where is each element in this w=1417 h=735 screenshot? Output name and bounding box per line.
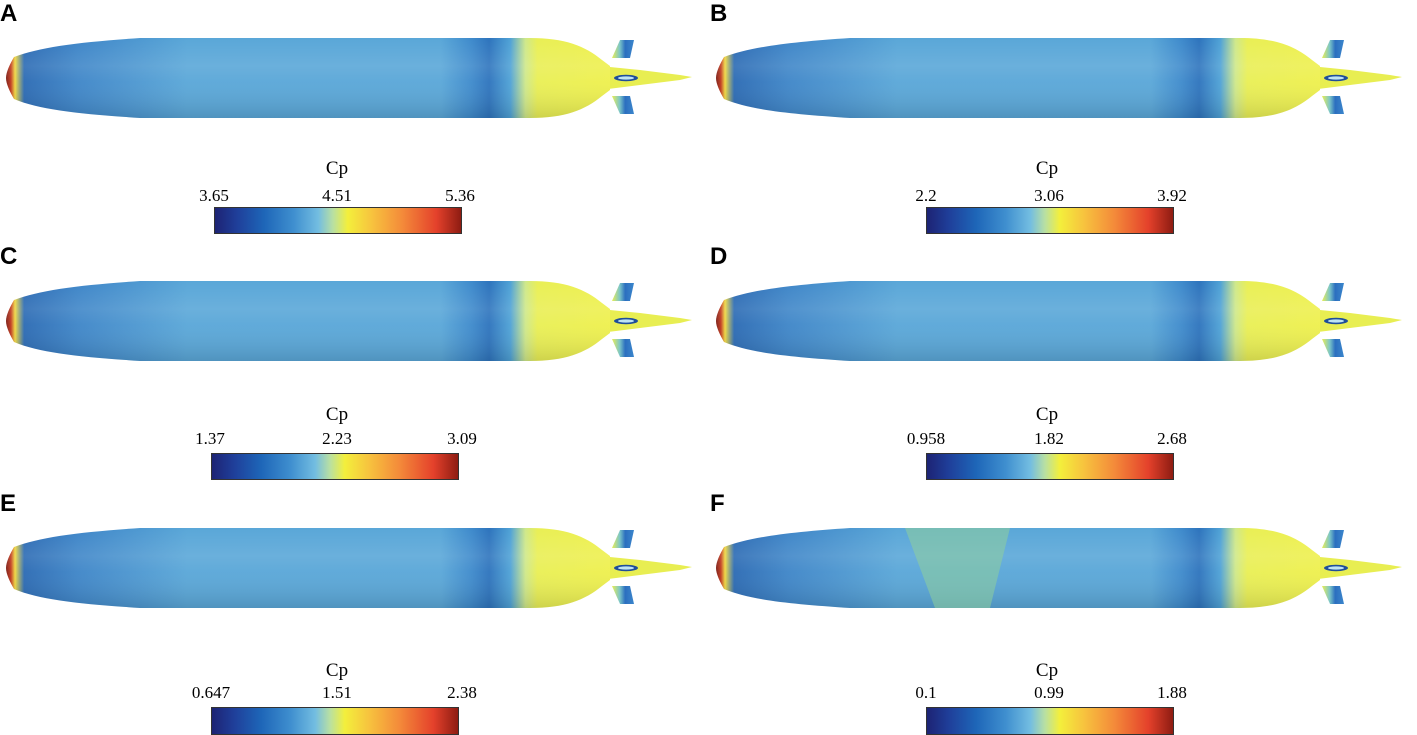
colorbar	[926, 207, 1174, 234]
colorbar-min-label: 0.958	[906, 429, 946, 448]
panel-d: D Cp 0.958 1.82 2.68	[710, 243, 1417, 488]
colorbar-mid-label: 2.23	[322, 429, 352, 448]
panel-a: A Cp 3.65 4.51 5.36	[0, 0, 708, 245]
colorbar-mid-label: 4.51	[322, 186, 352, 205]
colorbar-mid-label: 0.99	[1034, 683, 1064, 702]
colorbar-max-label: 3.09	[447, 429, 477, 448]
colorbar	[926, 707, 1174, 735]
colorbar-min-label: 2.2	[915, 186, 937, 205]
submarine-hull-icon	[6, 528, 692, 608]
colorbar-mid-label: 1.82	[1034, 429, 1064, 448]
pressure-patch	[905, 528, 1010, 608]
colorbar-mid-label: 1.51	[322, 683, 352, 702]
panel-letter: A	[0, 0, 18, 27]
colorbar-min-label: 3.65	[199, 186, 229, 205]
panel-letter: C	[0, 243, 18, 270]
panel-letter: B	[710, 0, 728, 27]
panel-f: F Cp 0.1 0.99 1.88	[710, 490, 1417, 735]
panel-b: B Cp 2.2 3.06 3.92	[710, 0, 1417, 245]
panel-e: E Cp 0.647 1.51 2.38	[0, 490, 708, 735]
colorbar	[214, 207, 462, 234]
colorbar-max-label: 3.92	[1157, 186, 1187, 205]
colorbar	[211, 707, 459, 735]
submarine-hull-icon	[6, 281, 692, 361]
colorbar-max-label: 2.68	[1157, 429, 1187, 448]
colorbar-min-label: 0.647	[191, 683, 231, 702]
colorbar-title: Cp	[1035, 660, 1059, 681]
panel-letter: D	[710, 243, 728, 270]
colorbar	[211, 453, 459, 480]
submarine-hull-icon	[6, 38, 692, 118]
panel-c: C Cp 1.37 2.23 3.09	[0, 243, 708, 488]
submarine-hull-icon	[716, 38, 1402, 118]
submarine-hull-icon	[716, 528, 1402, 608]
colorbar-title: Cp	[1035, 158, 1059, 179]
colorbar	[926, 453, 1174, 480]
panel-letter: E	[0, 490, 17, 517]
colorbar-title: Cp	[325, 158, 349, 179]
colorbar-min-label: 1.37	[195, 429, 225, 448]
colorbar-max-label: 5.36	[445, 186, 475, 205]
colorbar-mid-label: 3.06	[1034, 186, 1064, 205]
colorbar-title: Cp	[1035, 404, 1059, 425]
colorbar-title: Cp	[325, 660, 349, 681]
colorbar-title: Cp	[325, 404, 349, 425]
colorbar-max-label: 1.88	[1157, 683, 1187, 702]
panel-letter: F	[710, 490, 725, 517]
submarine-hull-icon	[716, 281, 1402, 361]
colorbar-min-label: 0.1	[915, 683, 937, 702]
colorbar-max-label: 2.38	[447, 683, 477, 702]
